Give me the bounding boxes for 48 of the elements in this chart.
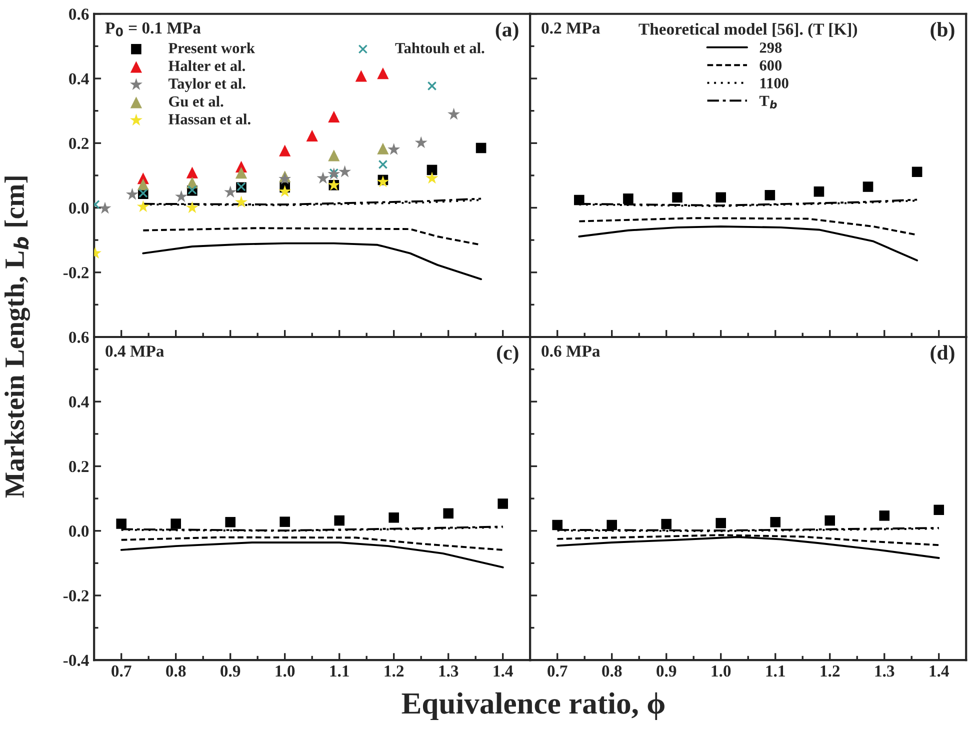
x-tick-label: 0.8: [166, 665, 186, 677]
y-tick-label: -0.2: [63, 590, 89, 602]
y-tick-label: 0.6: [69, 8, 89, 20]
annotation: (d): [930, 345, 954, 364]
x-tick-label: 0.7: [112, 665, 132, 677]
legend-title: Theoretical model [56]. (T [K]): [638, 23, 858, 38]
x-tick-label: 0.7: [548, 665, 568, 677]
x-tick-label: 1.3: [439, 665, 458, 677]
annotation: 0.2 MPa: [542, 22, 600, 34]
x-tick-label: 1.3: [875, 665, 894, 677]
legend-label: 298: [760, 42, 782, 53]
y-tick-label: -0.4: [63, 654, 89, 666]
annotation: (a): [496, 22, 518, 41]
x-axis-title: Equivalence ratio, ϕ: [402, 692, 664, 720]
legend-label: Taylor et al.: [168, 78, 246, 92]
y-tick-label: 0.4: [69, 73, 89, 85]
x-tick-label: 1.0: [712, 665, 731, 677]
legend-label: T$_{b}$: [759, 96, 777, 109]
x-tick-label: 1.2: [820, 665, 840, 677]
legend-label: Hassan et al.: [168, 114, 250, 124]
annotation: P$_{0}$ = 0.1 MPa: [105, 22, 201, 36]
x-tick-label: 1.1: [766, 666, 785, 677]
y-tick-label: 0.4: [69, 396, 89, 408]
legend-label: Gu et al.: [169, 96, 224, 107]
x-tick-label: 1.2: [384, 665, 404, 677]
legend-label: Halter et al.: [168, 60, 245, 72]
x-tick-label: 1.4: [494, 666, 513, 677]
annotation: 0.4 MPa: [106, 346, 164, 357]
legend-label: 600: [760, 60, 782, 71]
y-tick-label: 0.0: [69, 202, 89, 214]
x-tick-label: 0.9: [656, 665, 676, 677]
x-tick-label: 1.1: [330, 666, 349, 677]
legend-label: Present work: [168, 42, 255, 54]
x-tick-label: 1.0: [276, 665, 295, 677]
annotation: (c): [497, 345, 518, 364]
y-tick-label: 0.2: [69, 138, 89, 150]
x-tick-label: 0.9: [220, 665, 240, 677]
legend-label: Tahtouh et al.: [395, 42, 484, 54]
x-tick-label: 1.4: [930, 666, 949, 677]
y-tick-label: 0.0: [69, 526, 89, 537]
y-tick-label: -0.2: [63, 267, 89, 278]
x-tick-label: 0.8: [602, 665, 622, 677]
y-axis-title: Markstein Length, L$_{b}$ [cm]: [4, 176, 30, 498]
annotation: 0.6 MPa: [542, 346, 600, 357]
annotation: (b): [930, 22, 954, 41]
y-tick-label: 0.2: [69, 460, 89, 472]
y-tick-label: 0.6: [69, 332, 89, 344]
legend-label: 1100: [760, 78, 788, 88]
